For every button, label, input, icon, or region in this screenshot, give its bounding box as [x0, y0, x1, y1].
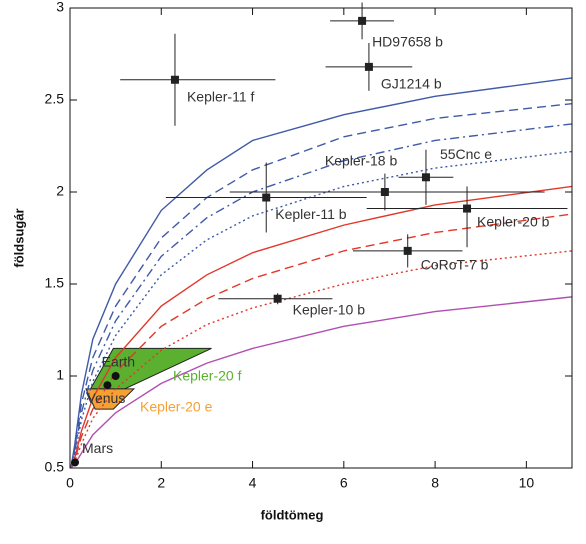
planet-label: Venus: [86, 390, 125, 406]
data-point: [380, 188, 389, 196]
y-tick-label: 1: [56, 367, 64, 383]
model-curve: [70, 185, 572, 468]
point-label: 55Cnc e: [440, 146, 492, 162]
point-label: Kepler-20 b: [477, 213, 550, 229]
x-axis-title: földtömeg: [261, 507, 324, 522]
region-label: Kepler-20 e: [140, 399, 213, 415]
point-label: GJ1214 b: [381, 76, 442, 92]
point-label: Kepler-18 b: [325, 153, 398, 169]
point-label: Kepler-11 b: [275, 206, 347, 222]
y-tick-label: 2.5: [45, 91, 65, 107]
point-label: Kepler-10 b: [293, 301, 366, 317]
point-label: Kepler-11 f: [187, 88, 255, 104]
model-curve: [70, 250, 572, 468]
region-label: Kepler-20 f: [173, 368, 242, 384]
data-point: [170, 75, 179, 84]
planet-point: [103, 381, 112, 390]
y-tick-label: 0.5: [45, 459, 65, 475]
planet-label: Mars: [82, 440, 113, 456]
y-tick-label: 2: [56, 183, 64, 199]
model-curve: [70, 296, 572, 468]
x-tick-label: 8: [431, 475, 439, 491]
y-tick-label: 3: [56, 0, 64, 15]
data-point: [358, 16, 367, 25]
data-point: [262, 193, 271, 202]
x-tick-label: 0: [66, 475, 74, 491]
y-axis-title: földsugár: [11, 208, 26, 267]
y-tick-label: 1.5: [45, 275, 65, 291]
data-point: [463, 204, 472, 213]
point-label: CoRoT-7 b: [421, 257, 489, 273]
planet-point: [111, 372, 120, 380]
model-curve: [70, 150, 572, 468]
plot-area: [70, 77, 572, 468]
point-label: HD97658 b: [372, 34, 443, 50]
x-tick-label: 4: [249, 475, 257, 491]
model-curve: [70, 123, 572, 468]
model-curve: [70, 102, 572, 468]
x-tick-label: 6: [340, 475, 348, 491]
model-curve: [70, 77, 572, 468]
plot-frame: [69, 7, 573, 469]
planet-point: [71, 458, 80, 467]
x-tick-label: 2: [157, 475, 165, 491]
data-point: [273, 294, 282, 303]
model-curve: [70, 213, 572, 468]
data-point: [403, 246, 412, 255]
planet-label: Earth: [102, 354, 135, 370]
x-tick-label: 10: [519, 475, 535, 491]
data-point: [421, 173, 430, 182]
data-point: [364, 62, 373, 71]
